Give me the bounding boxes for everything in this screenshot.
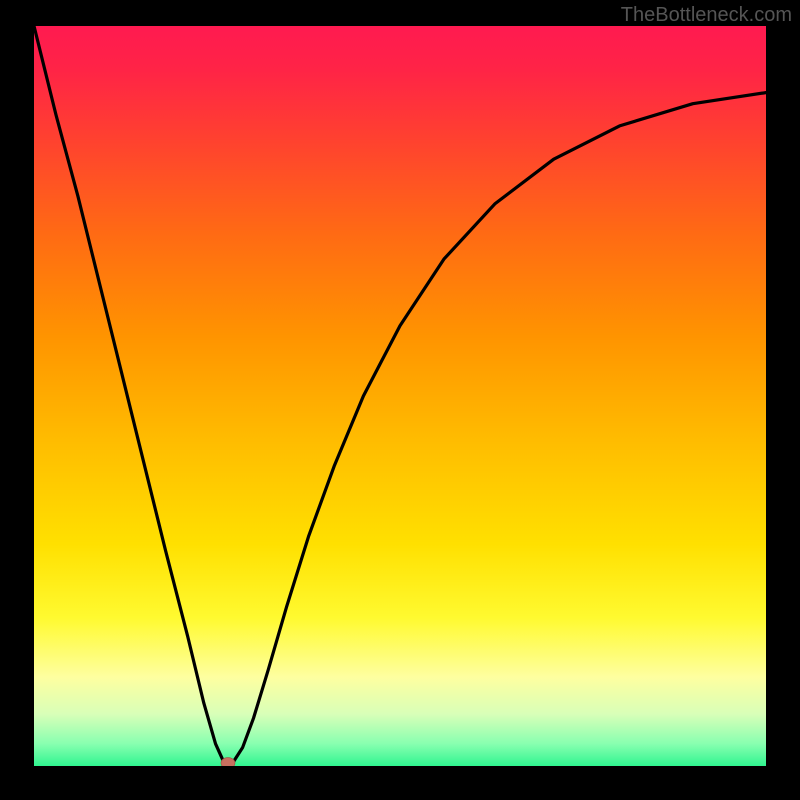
gradient-background	[34, 26, 766, 766]
chart-svg	[34, 26, 766, 766]
watermark-text: TheBottleneck.com	[621, 4, 792, 27]
chart-frame: TheBottleneck.com	[0, 0, 800, 800]
minimum-marker	[221, 758, 235, 766]
plot-area	[34, 26, 766, 766]
